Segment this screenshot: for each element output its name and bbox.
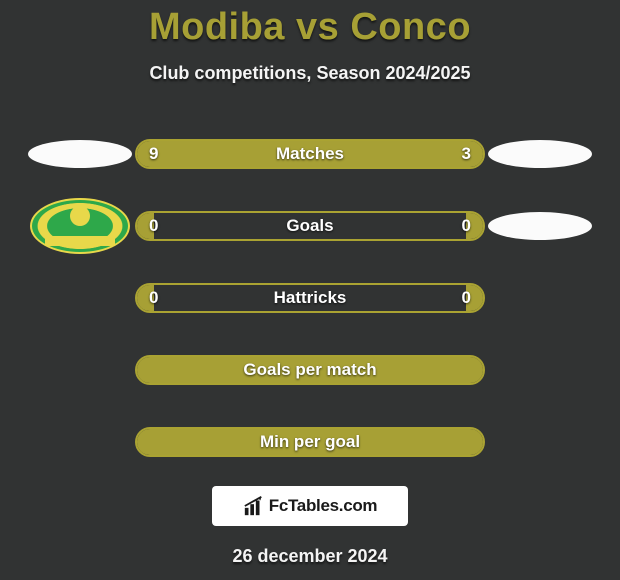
player-placeholder-icon [488, 212, 592, 240]
stat-row: 00Hattricks [0, 270, 620, 326]
date-text: 26 december 2024 [0, 546, 620, 567]
stat-bar: 00Goals [135, 211, 485, 241]
right-badge [485, 270, 595, 326]
bars-icon [243, 495, 265, 517]
left-badge [25, 342, 135, 398]
player-placeholder-icon [28, 140, 132, 168]
left-badge [25, 414, 135, 470]
right-badge [485, 198, 595, 254]
stat-label: Goals [137, 216, 483, 236]
stat-row: Goals per match [0, 342, 620, 398]
stat-bar: 93Matches [135, 139, 485, 169]
stat-label: Matches [137, 144, 483, 164]
left-badge [25, 270, 135, 326]
comparison-rows: 93Matches 00Goals 00Hattricks Goals per mat… [0, 126, 620, 470]
stat-bar: 00Hattricks [135, 283, 485, 313]
stat-bar: Goals per match [135, 355, 485, 385]
right-badge [485, 126, 595, 182]
left-badge [25, 198, 135, 254]
brand-logo: FcTables.com [212, 486, 408, 526]
stat-row: 93Matches [0, 126, 620, 182]
brand-text: FcTables.com [269, 496, 378, 516]
player-placeholder-icon [488, 140, 592, 168]
stat-row: Min per goal [0, 414, 620, 470]
right-badge [485, 342, 595, 398]
left-badge [25, 126, 135, 182]
subtitle: Club competitions, Season 2024/2025 [0, 63, 620, 84]
stat-bar: Min per goal [135, 427, 485, 457]
club-crest-icon [30, 198, 130, 254]
page-title: Modiba vs Conco [0, 0, 620, 49]
stat-row: 00Goals [0, 198, 620, 254]
stat-label: Goals per match [137, 360, 483, 380]
right-badge [485, 414, 595, 470]
stat-label: Hattricks [137, 288, 483, 308]
stat-label: Min per goal [137, 432, 483, 452]
